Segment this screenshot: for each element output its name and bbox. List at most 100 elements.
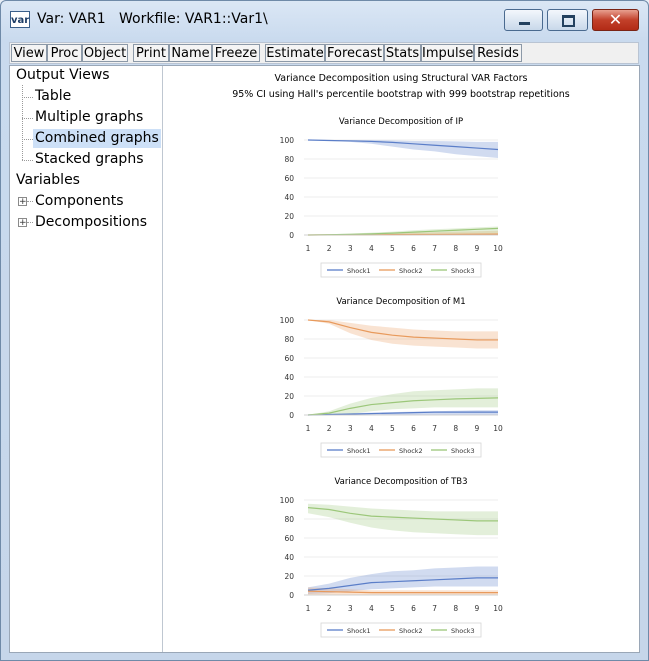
confidence-band-shock1 (308, 140, 498, 159)
series-line-shock1 (307, 139, 499, 151)
y-tick-label: 60 (284, 174, 294, 183)
toolbar: View Proc Object Print Name Freeze Estim… (9, 42, 639, 64)
confidence-band-shock2 (308, 320, 498, 349)
figure-title: Variance Decomposition using Structural … (275, 73, 528, 84)
expand-components-icon[interactable]: + (18, 197, 27, 207)
x-tick-label: 4 (369, 604, 374, 613)
decomposition-panel-3: Variance Decomposition of TB3 0 20 40 60 80 10… (280, 477, 503, 638)
legend-box (320, 262, 482, 278)
x-tick-label: 1 (306, 604, 311, 613)
series-line-shock3 (307, 507, 498, 522)
tree-connector (22, 160, 33, 161)
x-tick-label: 5 (390, 604, 395, 613)
y-tick-label: 20 (284, 392, 294, 401)
expand-decompositions-icon[interactable]: + (18, 218, 27, 228)
legend-entry: Shock3 (451, 627, 475, 635)
forecast-button[interactable]: Forecast (325, 44, 384, 62)
title-bar[interactable]: var Var: VAR1 Workfile: VAR1::Var1\ ✕ (1, 1, 648, 39)
stats-button[interactable]: Stats (384, 44, 421, 62)
y-tick-label: 80 (284, 155, 294, 164)
series-line-shock3 (307, 227, 499, 236)
confidence-band-shock3 (308, 503, 498, 536)
x-tick-label: 5 (390, 424, 395, 433)
decomposition-panel-1: Variance Decomposition of IP 0 20 40 60 80 100… (280, 117, 503, 278)
view-button[interactable]: View (11, 44, 47, 62)
y-tick-label: 20 (284, 212, 294, 221)
freeze-button[interactable]: Freeze (212, 44, 260, 62)
tree-combined-graphs[interactable]: Combined graphs (33, 129, 161, 148)
tree-connector (22, 97, 33, 98)
x-tick-label: 3 (348, 604, 353, 613)
tree-decompositions[interactable]: Decompositions (35, 214, 148, 230)
x-tick-label: 6 (411, 244, 416, 253)
proc-button[interactable]: Proc (47, 44, 82, 62)
figure-subtitle: 95% CI using Hall's percentile bootstrap… (232, 89, 570, 100)
y-tick-label: 80 (284, 515, 294, 524)
y-tick-label: 60 (284, 354, 294, 363)
name-button[interactable]: Name (169, 44, 212, 62)
x-tick-label: 6 (411, 424, 416, 433)
maximize-button[interactable] (547, 9, 588, 31)
x-tick-label: 7 (432, 244, 437, 253)
close-icon: ✕ (608, 10, 623, 29)
legend-box (320, 622, 482, 638)
y-tick-label: 40 (284, 553, 294, 562)
tree-variables[interactable]: Variables (16, 172, 80, 188)
legend-entry: Shock3 (451, 447, 475, 455)
x-tick-label: 3 (348, 244, 353, 253)
legend-box (320, 442, 482, 458)
series-line-shock1 (307, 411, 498, 416)
tree-connector (27, 201, 33, 202)
series-line-shock3 (307, 397, 499, 416)
series-line-shock1 (307, 577, 498, 591)
tree-stacked-graphs[interactable]: Stacked graphs (35, 151, 144, 167)
x-tick-label: 7 (432, 424, 437, 433)
y-tick-label: 40 (284, 373, 294, 382)
y-tick-label: 0 (289, 591, 294, 600)
tree-table[interactable]: Table (35, 88, 72, 104)
object-button[interactable]: Object (82, 44, 128, 62)
impulse-button[interactable]: Impulse (421, 44, 474, 62)
var-app-icon: var (10, 11, 30, 28)
x-tick-label: 1 (306, 244, 311, 253)
estimate-button[interactable]: Estimate (265, 44, 325, 62)
confidence-band-shock3 (308, 226, 498, 235)
panel-title: Variance Decomposition of TB3 (334, 477, 467, 487)
tree-connector (22, 118, 33, 119)
y-tick-label: 100 (280, 316, 295, 325)
x-tick-label: 2 (327, 604, 332, 613)
var-client-area: Output Views Table Multiple graphs Combi… (9, 65, 640, 653)
x-tick-label: 1 (306, 424, 311, 433)
legend-entry: Shock1 (347, 267, 371, 275)
tree-output-views[interactable]: Output Views (16, 67, 110, 83)
x-tick-label: 4 (369, 244, 374, 253)
tree-components[interactable]: Components (35, 193, 124, 209)
y-tick-label: 40 (284, 193, 294, 202)
decomposition-panel-2: Variance Decomposition of M1 0 20 40 60 80 100… (280, 297, 503, 458)
x-tick-label: 10 (493, 424, 503, 433)
x-tick-label: 6 (411, 604, 416, 613)
x-tick-label: 5 (390, 244, 395, 253)
x-tick-label: 8 (453, 244, 458, 253)
x-tick-label: 3 (348, 424, 353, 433)
series-line-shock2 (307, 319, 498, 341)
legend-entry: Shock2 (399, 627, 423, 635)
y-tick-label: 100 (280, 136, 295, 145)
graph-view: Variance Decomposition using Structural … (163, 66, 639, 652)
resids-button[interactable]: Resids (474, 44, 522, 62)
x-tick-label: 10 (493, 244, 503, 253)
y-tick-label: 0 (289, 231, 294, 240)
y-tick-label: 80 (284, 335, 294, 344)
panel-title: Variance Decomposition of M1 (336, 297, 465, 307)
close-button[interactable]: ✕ (592, 9, 639, 31)
y-tick-label: 100 (280, 496, 295, 505)
legend-entry: Shock1 (347, 627, 371, 635)
print-button[interactable]: Print (133, 44, 169, 62)
y-tick-label: 60 (284, 534, 294, 543)
y-tick-label: 20 (284, 572, 294, 581)
x-tick-label: 9 (474, 424, 479, 433)
legend-entry: Shock2 (399, 447, 423, 455)
minimize-button[interactable] (504, 9, 543, 31)
tree-multiple-graphs[interactable]: Multiple graphs (35, 109, 144, 125)
